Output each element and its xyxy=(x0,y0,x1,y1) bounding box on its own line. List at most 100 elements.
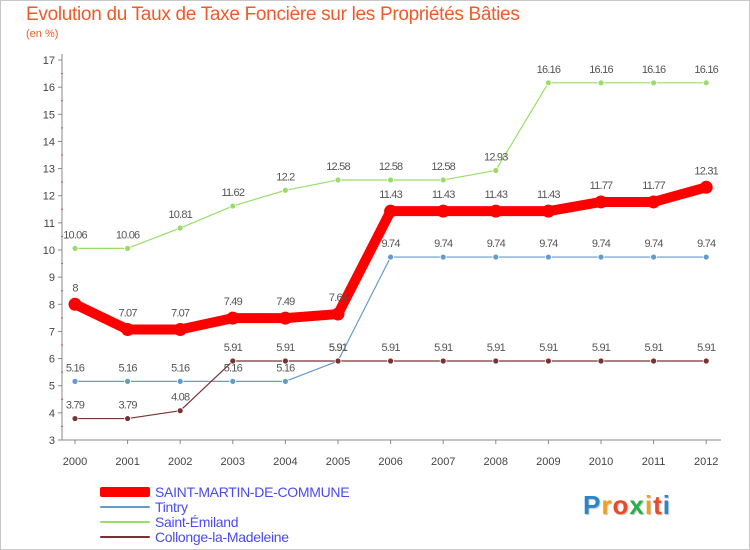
logo-letter: t xyxy=(653,490,663,520)
data-label: 7.49 xyxy=(224,296,243,308)
data-point xyxy=(229,202,237,210)
data-label: 5.91 xyxy=(329,342,348,354)
legend-swatch xyxy=(100,536,150,538)
x-tick-label: 2012 xyxy=(694,456,718,468)
y-tick-label: 15 xyxy=(43,109,55,121)
data-label: 5.91 xyxy=(276,342,295,354)
data-label: 10.81 xyxy=(168,209,192,221)
legend-item-saint-martin: SAINT-MARTIN-DE-COMMUNE xyxy=(100,484,350,500)
data-label: 11.62 xyxy=(221,187,244,199)
proxiti-logo: Proxiti xyxy=(583,490,671,521)
legend-label: Collonge-la-Madeleine xyxy=(155,529,289,545)
y-tick-label: 17 xyxy=(43,55,55,67)
data-label: 16.16 xyxy=(694,64,718,76)
logo-letter: r xyxy=(601,490,613,520)
data-point xyxy=(650,253,657,261)
data-label: 5.91 xyxy=(487,342,506,354)
data-point xyxy=(176,377,184,385)
data-label: 12.93 xyxy=(484,151,508,163)
data-point xyxy=(702,357,710,365)
data-label: 8 xyxy=(72,282,78,294)
data-label: 9.74 xyxy=(592,238,611,250)
data-label: 5.16 xyxy=(276,362,295,374)
data-point xyxy=(492,253,500,261)
data-point xyxy=(647,195,661,209)
data-point xyxy=(229,377,237,385)
data-point xyxy=(124,415,131,422)
x-tick-label: 2010 xyxy=(589,456,613,468)
data-point xyxy=(384,204,398,218)
data-label: 9.74 xyxy=(381,238,400,250)
y-tick-label: 8 xyxy=(49,299,55,311)
data-label: 12.31 xyxy=(694,165,718,177)
data-point xyxy=(489,204,503,218)
data-point xyxy=(124,244,131,252)
legend-swatch xyxy=(100,506,150,508)
chart-subtitle: (en %) xyxy=(26,28,59,40)
data-label: 5.91 xyxy=(644,342,663,354)
data-point xyxy=(68,297,82,311)
data-label: 16.16 xyxy=(537,64,561,76)
data-label: 16.16 xyxy=(589,64,613,76)
data-point xyxy=(334,176,342,184)
data-point xyxy=(229,357,237,365)
data-point xyxy=(331,307,345,321)
data-label: 4.08 xyxy=(171,392,190,404)
x-tick-label: 2005 xyxy=(326,456,350,468)
data-label: 5.16 xyxy=(171,362,190,374)
logo-letter: x xyxy=(629,490,645,520)
y-tick-label: 3 xyxy=(49,435,55,447)
data-label: 11.43 xyxy=(537,189,560,201)
data-point xyxy=(439,253,447,261)
y-tick-label: 4 xyxy=(49,408,55,420)
data-label: 11.77 xyxy=(642,180,665,192)
x-tick-label: 2001 xyxy=(115,456,139,468)
data-point xyxy=(71,244,79,252)
data-label: 9.74 xyxy=(434,238,453,250)
data-label: 9.74 xyxy=(487,238,506,250)
data-point xyxy=(226,311,240,325)
data-point xyxy=(545,79,552,87)
data-label: 5.91 xyxy=(434,342,453,354)
data-label: 5.16 xyxy=(118,362,137,374)
legend-label: Tintry xyxy=(155,499,188,515)
data-point xyxy=(334,357,342,365)
data-label: 3.79 xyxy=(66,400,85,412)
data-point xyxy=(597,357,605,365)
data-point xyxy=(173,323,187,337)
data-label: 5.91 xyxy=(224,342,243,354)
data-label: 12.58 xyxy=(326,161,350,173)
data-point xyxy=(545,357,552,365)
x-tick-label: 2003 xyxy=(221,456,245,468)
data-point xyxy=(278,311,292,325)
y-tick-label: 16 xyxy=(43,82,55,94)
data-point xyxy=(436,204,450,218)
logo-letter: i xyxy=(662,490,671,520)
chart-title: Evolution du Taux de Taxe Foncière sur l… xyxy=(26,4,520,25)
data-label: 7.64 xyxy=(329,292,348,304)
data-point xyxy=(439,176,447,184)
data-point xyxy=(176,224,184,232)
data-label: 9.74 xyxy=(697,238,716,250)
series-line xyxy=(74,360,707,420)
data-point xyxy=(387,357,395,365)
data-label: 11.43 xyxy=(484,189,507,201)
data-point xyxy=(281,357,289,365)
logo-letter: P xyxy=(583,490,602,520)
y-tick-label: 12 xyxy=(43,191,55,203)
data-label: 5.91 xyxy=(697,342,716,354)
data-label: 7.07 xyxy=(171,308,190,320)
y-tick-label: 14 xyxy=(43,136,55,148)
data-label: 10.06 xyxy=(116,229,140,241)
logo-letter: o xyxy=(612,490,630,520)
y-tick-label: 11 xyxy=(44,218,55,230)
data-point xyxy=(71,415,79,422)
data-label: 5.91 xyxy=(592,342,611,354)
line-chart: 3 4 5 6 7 8 9 10 11 12 13 14 15 16 17 2000 2001 2002 2003 2… xyxy=(43,54,721,468)
data-point xyxy=(121,323,135,337)
legend-label: SAINT-MARTIN-DE-COMMUNE xyxy=(155,484,350,500)
data-point xyxy=(439,357,447,365)
legend-swatch xyxy=(100,487,150,497)
data-point xyxy=(492,357,500,365)
